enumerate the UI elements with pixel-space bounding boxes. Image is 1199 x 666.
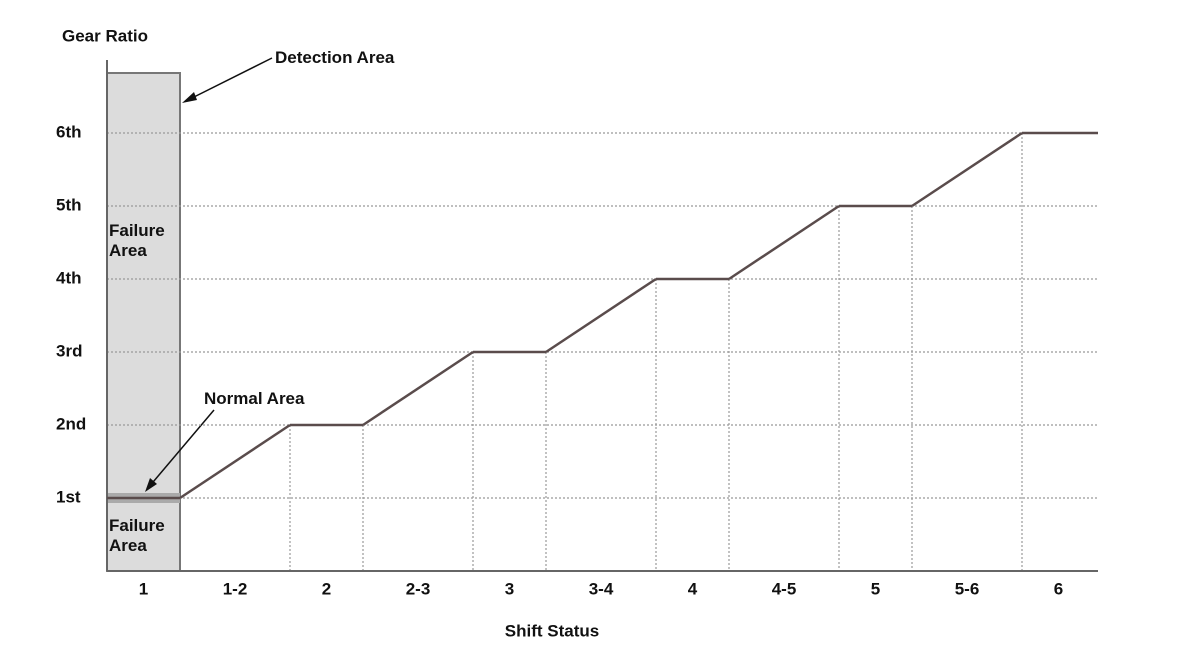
y-tick-label: 6th [56, 122, 82, 141]
x-tick-label: 5 [871, 579, 880, 598]
x-tick-label: 4-5 [772, 579, 797, 598]
connector [728, 204, 840, 281]
x-tick-label: 1 [139, 579, 148, 598]
connector [911, 131, 1023, 208]
x-axis-title: Shift Status [505, 621, 599, 640]
connector [179, 423, 291, 500]
x-tick-label: 5-6 [955, 579, 980, 598]
annotation: Normal Area [204, 389, 305, 408]
y-tick-label: 2nd [56, 414, 86, 433]
y-tick-label: 5th [56, 195, 82, 214]
arrow [147, 409, 215, 489]
y-tick-label: 1st [56, 487, 81, 506]
detection-area [106, 72, 181, 572]
x-tick-label: 3 [505, 579, 514, 598]
annotation: Failure Area [109, 516, 165, 555]
annotation: Detection Area [275, 48, 395, 67]
y-tick-label: 3rd [56, 341, 82, 360]
x-tick-label: 1-2 [223, 579, 248, 598]
x-tick-label: 3-4 [589, 579, 614, 598]
connector [545, 277, 657, 354]
x-tick-label: 2-3 [406, 579, 431, 598]
x-tick-label: 6 [1054, 579, 1063, 598]
y-tick-label: 4th [56, 268, 82, 287]
arrow-head [182, 92, 197, 103]
arrow-head [145, 478, 157, 492]
x-tick-label: 4 [688, 579, 698, 598]
arrow [185, 57, 273, 102]
connector [362, 350, 474, 427]
x-tick-label: 2 [322, 579, 331, 598]
annotation: Failure Area [109, 221, 165, 260]
y-axis-title: Gear Ratio [62, 26, 148, 45]
